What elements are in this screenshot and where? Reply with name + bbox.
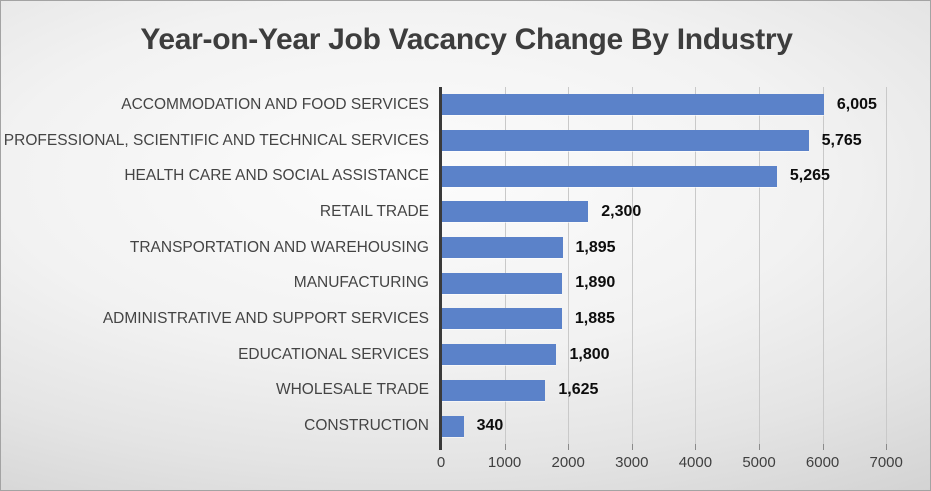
chart-row: MANUFACTURING 1,890 (1, 265, 930, 301)
chart-row: ADMINISTRATIVE AND SUPPORT SERVICES 1,885 (1, 301, 930, 337)
bar-area: 1,890 (439, 265, 930, 301)
bar-area: 1,895 (439, 230, 930, 266)
chart-row: EDUCATIONAL SERVICES 1,800 (1, 337, 930, 373)
bar-construction (442, 415, 464, 437)
category-label: PROFESSIONAL, SCIENTIFIC AND TECHNICAL S… (3, 131, 429, 149)
category-label: EDUCATIONAL SERVICES (238, 345, 429, 363)
chart-row: TRANSPORTATION AND WAREHOUSING 1,895 (1, 230, 930, 266)
value-label: 1,890 (575, 274, 616, 292)
gridline-4000 (695, 87, 697, 444)
value-label: 1,625 (558, 381, 599, 399)
tick-4000 (695, 444, 697, 450)
x-tick-label-2000: 2000 (551, 454, 585, 471)
value-label: 2,300 (601, 202, 642, 220)
bar-wholesale-trade (442, 379, 546, 401)
tick-5000 (759, 444, 760, 450)
category-label: MANUFACTURING (293, 274, 429, 292)
bar-professional-scientific-and-technical-services (442, 130, 809, 152)
value-label: 1,885 (574, 309, 615, 327)
tick-1000 (504, 444, 506, 450)
bar-manufacturing (442, 272, 563, 294)
chart-row: RETAIL TRADE 2,300 (1, 194, 930, 230)
chart-row: HEALTH CARE AND SOCIAL ASSISTANCE 5,265 (1, 158, 930, 194)
x-tick-label-7000: 7000 (869, 454, 903, 471)
bar-area: 340 (439, 408, 930, 444)
bar-area: 5,765 (439, 123, 930, 159)
chart-row: PROFESSIONAL, SCIENTIFIC AND TECHNICAL S… (1, 123, 930, 159)
category-label: RETAIL TRADE (319, 202, 429, 220)
bar-area: 1,800 (439, 337, 930, 373)
gridline-7000 (886, 87, 888, 444)
category-label: WHOLESALE TRADE (275, 381, 429, 399)
category-label: ADMINISTRATIVE AND SUPPORT SERVICES (102, 309, 429, 327)
x-tick-label-3000: 3000 (615, 454, 649, 471)
chart-row: CONSTRUCTION 340 (1, 408, 930, 444)
gridline-6000 (822, 87, 824, 444)
value-label: 1,800 (569, 345, 610, 363)
value-label: 5,765 (821, 131, 862, 149)
gridline-3000 (631, 87, 633, 444)
gridline-1000 (504, 87, 506, 444)
category-label: HEALTH CARE AND SOCIAL ASSISTANCE (124, 167, 429, 185)
value-label: 6,005 (836, 95, 877, 113)
tick-3000 (631, 444, 633, 450)
x-tick-label-6000: 6000 (805, 454, 840, 471)
tick-7000 (886, 444, 888, 450)
category-label: CONSTRUCTION (304, 417, 429, 435)
chart-row: ACCOMMODATION AND FOOD SERVICES 6,005 (1, 87, 930, 123)
chart-title: Year-on-Year Job Vacancy Change By Indus… (140, 23, 793, 56)
category-label: TRANSPORTATION AND WAREHOUSING (129, 238, 429, 256)
bar-educational-services (442, 344, 557, 366)
x-tick-label-4000: 4000 (678, 454, 713, 471)
tick-6000 (822, 444, 824, 450)
x-tick-label-5000: 5000 (742, 454, 776, 471)
bar-retail-trade (442, 201, 589, 223)
value-label: 340 (476, 417, 504, 435)
gridline-5000 (759, 87, 760, 444)
value-label: 5,265 (789, 167, 830, 185)
bar-area: 5,265 (439, 158, 930, 194)
bar-health-care-and-social-assistance (442, 165, 777, 187)
x-tick-label-1000: 1000 (487, 454, 522, 471)
bar-area: 2,300 (439, 194, 930, 230)
category-label: ACCOMMODATION AND FOOD SERVICES (121, 95, 429, 113)
bar-area: 1,625 (439, 373, 930, 409)
tick-2000 (568, 444, 570, 450)
bar-area: 1,885 (439, 301, 930, 337)
bar-area: 6,005 (439, 87, 930, 123)
bar-transportation-and-warehousing (442, 237, 563, 259)
y-axis-line (439, 87, 442, 450)
value-label: 1,895 (575, 238, 616, 256)
bar-rows: ACCOMMODATION AND FOOD SERVICES 6,005 PROF… (1, 87, 930, 444)
x-tick-label-0: 0 (436, 454, 446, 471)
chart-row: WHOLESALE TRADE 1,625 (1, 373, 930, 409)
gridline-2000 (568, 87, 570, 444)
bar-chart: ACCOMMODATION AND FOOD SERVICES 6,005 PROF… (1, 87, 930, 479)
bar-administrative-and-support-services (442, 308, 562, 330)
bar-accommodation-and-food-services (442, 94, 824, 116)
